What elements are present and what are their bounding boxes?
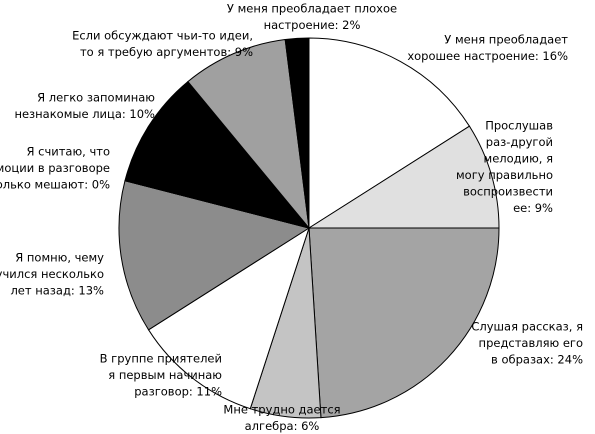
slice-label: хорошее настроение: 16%: [407, 49, 568, 63]
slice-label: Я помню, чему: [15, 251, 104, 265]
slice-label: У меня преобладает: [444, 33, 568, 47]
slice-label: незнакомые лица: 10%: [14, 107, 155, 121]
slice-label: Прослушав: [485, 119, 553, 133]
slice-label: могу правильно: [456, 168, 553, 182]
slice-label: раз-другой: [486, 135, 553, 149]
slice-label: алгебра: 6%: [245, 419, 320, 433]
slice-label: в образах: 24%: [491, 353, 583, 367]
slice-label: Если обсуждают чьи-то идеи,: [72, 29, 253, 43]
slice-label: Я считаю, что: [26, 145, 110, 159]
slice-label: представляю его: [479, 336, 583, 350]
pie-slice: [187, 38, 310, 230]
slice-label: то я требую аргументов: 9%: [80, 45, 253, 59]
slice-label: только мешают: 0%: [0, 178, 110, 192]
slice-label: У меня преобладает плохое: [227, 2, 397, 16]
slice-label: Я легко запоминаю: [37, 91, 155, 105]
pie-slice: [308, 227, 500, 419]
slice-label: разговор: 11%: [134, 385, 222, 399]
slice-label: В группе приятелей: [100, 352, 222, 366]
slice-label: Мне трудно дается: [223, 403, 340, 417]
slice-label: воспроизвести: [463, 185, 553, 199]
slice-label: я первым начинаю: [108, 368, 222, 382]
slice-label: учился несколько: [0, 267, 104, 281]
pie-slice: [118, 180, 311, 331]
slice-label: лет назад: 13%: [10, 284, 104, 298]
slice-label: мелодию, я: [484, 152, 553, 166]
slice-label: настроение: 2%: [264, 18, 361, 32]
slice-label: Слушая рассказ, я: [471, 320, 583, 334]
pie-slice: [308, 37, 471, 229]
pie-slice: [147, 226, 310, 410]
pie-slice: [124, 80, 311, 229]
pie-slice: [284, 37, 310, 229]
pie-slice: [307, 125, 500, 229]
slice-label: эмоции в разговоре: [0, 161, 110, 175]
slice-label: ее: 9%: [513, 201, 553, 215]
